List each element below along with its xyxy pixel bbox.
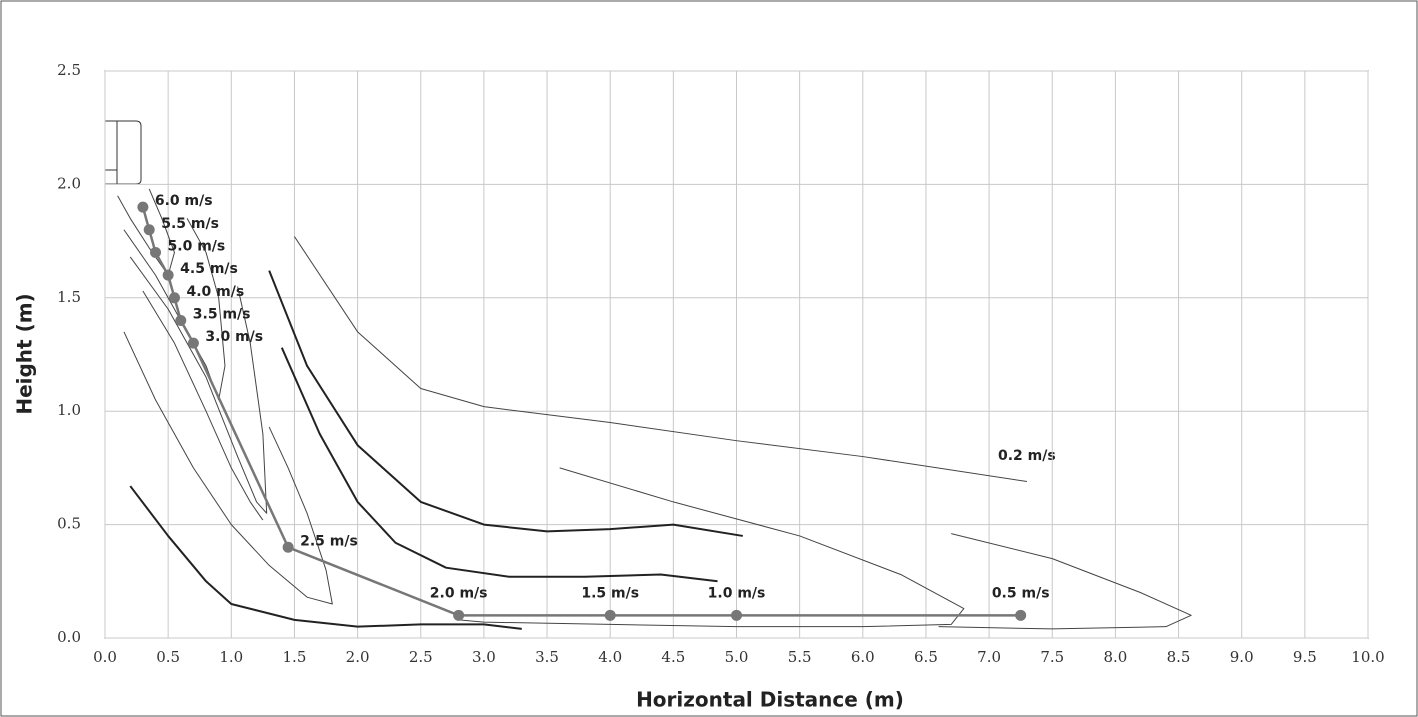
point bbox=[604, 609, 616, 621]
x-tick-label: 3.5 bbox=[535, 648, 559, 666]
point-label: 5.0 m/s bbox=[168, 238, 226, 254]
point bbox=[282, 541, 294, 553]
point-label: 5.5 m/s bbox=[161, 216, 219, 232]
point bbox=[175, 314, 187, 326]
point bbox=[143, 224, 155, 236]
x-tick-label: 4.5 bbox=[661, 648, 685, 666]
series-line bbox=[129, 256, 268, 514]
y-tick-label: 2.0 bbox=[57, 174, 81, 192]
x-tick-label: 8.5 bbox=[1167, 648, 1191, 666]
y-tick-label: 1.0 bbox=[57, 401, 81, 419]
point bbox=[731, 609, 742, 621]
y-tick-label: 2.5 bbox=[57, 61, 81, 79]
point bbox=[150, 246, 162, 258]
x-tick-label: 2.0 bbox=[346, 648, 370, 666]
x-tick-label: 0.5 bbox=[156, 648, 180, 666]
y-tick-label: 1.5 bbox=[57, 288, 81, 306]
x-tick-label: 8.0 bbox=[1103, 648, 1127, 666]
series-line bbox=[294, 236, 1028, 483]
x-tick-label: 6.0 bbox=[851, 648, 875, 666]
series-line bbox=[280, 347, 718, 583]
x-tick-label: 7.5 bbox=[1040, 648, 1064, 666]
x-tick-label: 5.5 bbox=[788, 648, 812, 666]
point bbox=[137, 201, 149, 213]
x-tick-label: 1.5 bbox=[283, 648, 307, 666]
series-line bbox=[938, 533, 1192, 630]
x-tick-label: 9.5 bbox=[1293, 648, 1317, 666]
point-label: 3.0 m/s bbox=[205, 329, 263, 345]
point-label: 2.5 m/s bbox=[300, 533, 358, 549]
point-label: 1.0 m/s bbox=[708, 585, 766, 601]
annotation: 0.2 m/s bbox=[998, 448, 1056, 464]
x-tick-label: 0.0 bbox=[93, 648, 117, 666]
point-label: 1.5 m/s bbox=[581, 585, 639, 601]
point-label: 4.0 m/s bbox=[186, 284, 244, 300]
series-line bbox=[129, 485, 522, 630]
series-line bbox=[123, 331, 333, 605]
x-tick-label: 1.0 bbox=[219, 648, 243, 666]
point bbox=[187, 337, 199, 349]
point bbox=[453, 609, 465, 621]
point-label: 4.5 m/s bbox=[180, 261, 238, 277]
x-tick-label: 10.0 bbox=[1351, 648, 1384, 666]
series-line bbox=[268, 270, 743, 537]
point-label: 3.5 m/s bbox=[193, 306, 251, 322]
y-tick-label: 0.0 bbox=[57, 628, 81, 646]
point bbox=[168, 292, 180, 304]
series-line bbox=[458, 467, 965, 628]
point-label: 0.5 m/s bbox=[992, 585, 1050, 601]
device-icon bbox=[104, 120, 142, 185]
x-tick-label: 4.0 bbox=[598, 648, 622, 666]
x-tick-label: 6.5 bbox=[914, 648, 938, 666]
x-tick-label: 3.0 bbox=[472, 648, 496, 666]
point-label: 6.0 m/s bbox=[155, 193, 213, 209]
x-axis-title: Horizontal Distance (m) bbox=[636, 688, 904, 712]
point-label: 2.0 m/s bbox=[430, 585, 488, 601]
x-tick-label: 9.0 bbox=[1230, 648, 1254, 666]
y-tick-label: 0.5 bbox=[57, 515, 81, 533]
x-tick-label: 7.0 bbox=[977, 648, 1001, 666]
x-tick-label: 5.0 bbox=[725, 648, 749, 666]
y-axis-title: Height (m) bbox=[13, 293, 37, 414]
x-tick-label: 2.5 bbox=[409, 648, 433, 666]
series-line bbox=[142, 290, 264, 521]
point bbox=[1015, 609, 1027, 621]
point bbox=[162, 269, 174, 281]
